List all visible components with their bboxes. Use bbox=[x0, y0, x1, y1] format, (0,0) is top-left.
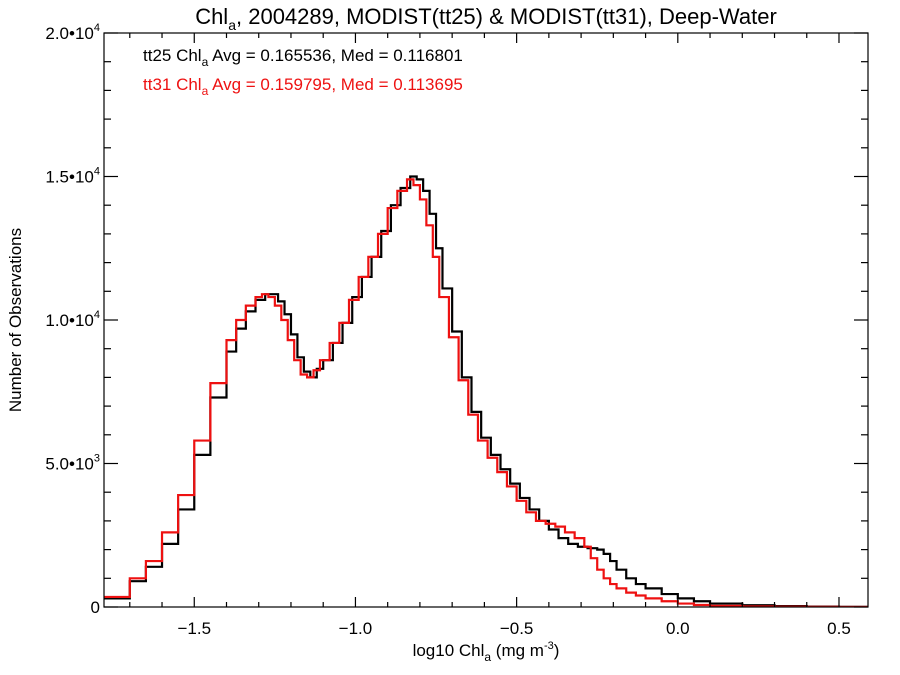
x-tick-label: −1.0 bbox=[339, 619, 373, 638]
x-tick-label: −0.5 bbox=[500, 619, 534, 638]
y-axis-label: Number of Observations bbox=[6, 228, 25, 412]
x-tick-label: 0.0 bbox=[666, 619, 690, 638]
stats-annotation-1: tt25 Chla Avg = 0.165536, Med = 0.116801 bbox=[143, 46, 463, 69]
x-tick-label: −1.5 bbox=[177, 619, 211, 638]
y-tick-label: 1.0•104 bbox=[45, 309, 100, 330]
annotations: tt25 Chla Avg = 0.165536, Med = 0.116801… bbox=[143, 46, 463, 98]
plot-frame bbox=[103, 32, 869, 608]
y-tick-label: 2.0•104 bbox=[45, 22, 100, 43]
y-tick-label: 5.0•103 bbox=[45, 453, 100, 474]
x-axis-label: log10 Chla (mg m-3) bbox=[413, 640, 560, 664]
y-tick-label: 0 bbox=[91, 598, 100, 617]
series-layer bbox=[104, 175, 868, 607]
x-tick-label: 0.5 bbox=[827, 619, 851, 638]
series-tt25-line bbox=[104, 175, 868, 607]
ticks-layer: −1.5 −1.0 −0.5 0.0 0.5 0 5.0•103 1.0•104 1.5•104… bbox=[45, 22, 868, 638]
chart-title: Chla, 2004289, MODIST(tt25) & MODIST(tt3… bbox=[195, 4, 777, 33]
stats-annotation-2: tt31 Chla Avg = 0.159795, Med = 0.113695 bbox=[143, 75, 463, 98]
y-tick-label: 1.5•104 bbox=[45, 166, 100, 187]
series-tt31-line bbox=[104, 178, 868, 607]
